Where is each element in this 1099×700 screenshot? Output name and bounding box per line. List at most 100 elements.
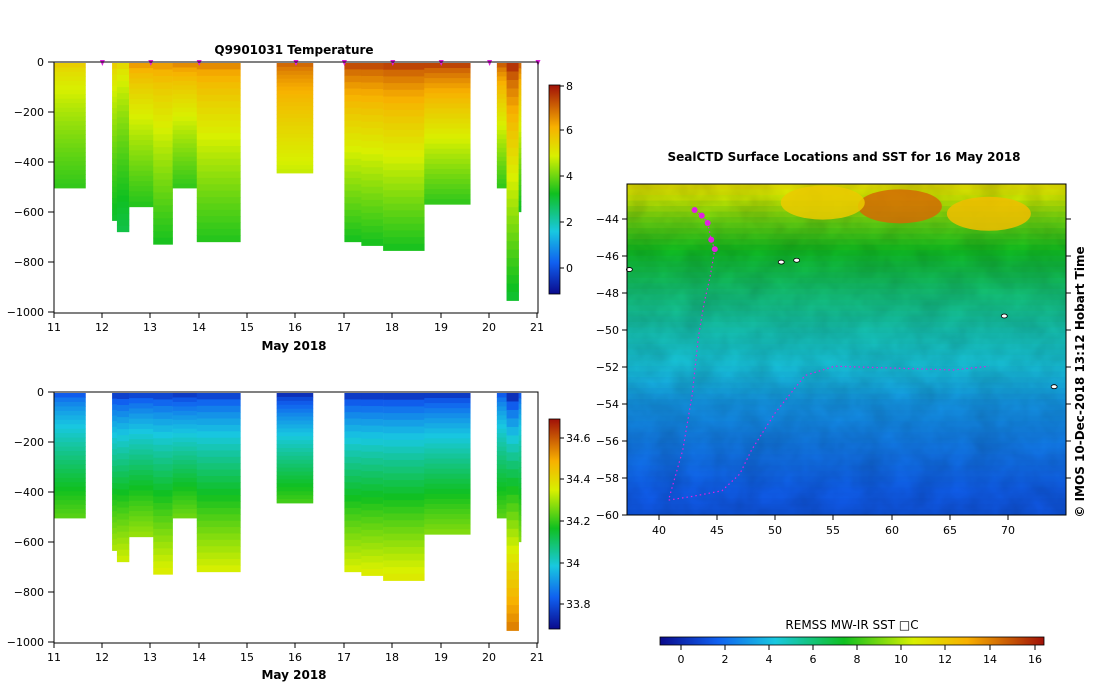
x-tick-label: 11 [47, 651, 61, 664]
profile-cell [172, 152, 198, 158]
profile-cell [496, 442, 507, 447]
profile-cell [496, 415, 507, 421]
profile-column [506, 393, 519, 631]
profile-column [129, 63, 154, 208]
profile-cell [361, 477, 384, 485]
profile-cell [276, 455, 314, 461]
profile-cell [129, 444, 154, 450]
profile-cell [54, 455, 86, 461]
profile-cell [496, 500, 507, 506]
profile-cell [361, 232, 384, 240]
profile-cell [344, 424, 362, 432]
profile-cell [424, 463, 471, 470]
lat-tick-label: −46 [596, 250, 619, 263]
profile-cell [129, 186, 154, 192]
profile-cell [424, 163, 471, 170]
profile-cell [172, 406, 198, 412]
profile-cell [361, 536, 384, 544]
profile-cell [116, 501, 130, 508]
profile-cell [196, 63, 241, 70]
profile-cell [276, 467, 314, 472]
profile-cell [129, 98, 154, 105]
colorbar-tick-label: 33.8 [566, 598, 591, 611]
profile-cell [153, 548, 173, 556]
profile-cell [54, 504, 86, 510]
profile-cell [276, 424, 314, 429]
profile-cell [518, 430, 522, 436]
profile-cell [344, 539, 362, 547]
profile-cell [518, 121, 522, 128]
profile-cell [518, 509, 522, 516]
profile-cell [54, 138, 86, 144]
profile-cell [344, 507, 362, 515]
profile-cell [506, 79, 519, 89]
profile-cell [383, 466, 425, 474]
profile-cell [116, 489, 130, 496]
profile-cell [361, 503, 384, 511]
profile-cell [116, 555, 130, 563]
profile-cell [54, 89, 86, 95]
profile-cell [344, 482, 362, 490]
profile-cell [496, 156, 507, 162]
profile-cell [424, 78, 471, 84]
profile-cell [361, 393, 384, 400]
profile-cell [518, 116, 522, 122]
profile-cell [116, 447, 130, 454]
profile-cell [361, 445, 384, 453]
profile-cell [54, 98, 86, 104]
profile-cell [506, 105, 519, 115]
profile-cell [496, 491, 507, 497]
surface-location-point [704, 220, 711, 227]
profile-cell [129, 150, 154, 156]
profile-cell [196, 514, 241, 522]
profile-cell [496, 473, 507, 479]
profile-cell [129, 480, 154, 486]
profile-cell [196, 424, 241, 432]
profile-cell [116, 393, 130, 400]
profile-cell [172, 112, 198, 117]
profile-cell [344, 514, 362, 522]
profile-cell [424, 503, 471, 510]
profile-cell [344, 450, 362, 458]
profile-cell [383, 506, 425, 514]
profile-cell [496, 165, 507, 171]
profile-cell [506, 96, 519, 106]
profile-cell [196, 82, 241, 89]
profile-cell [496, 397, 507, 403]
surface-location-point [708, 236, 715, 243]
profile-cell [506, 579, 519, 589]
profile-cell [506, 452, 519, 462]
profile-cell [153, 561, 173, 569]
profile-cell [129, 475, 154, 481]
profile-cell [129, 78, 154, 84]
profile-cell [196, 114, 241, 121]
profile-cell [129, 490, 154, 497]
profile-cell [172, 85, 198, 91]
profile-cell [344, 520, 362, 528]
profile-cell [153, 451, 173, 459]
y-tick-label: −800 [14, 256, 44, 269]
profile-cell [112, 136, 118, 143]
profile-cell [383, 183, 425, 191]
profile-cell [383, 540, 425, 548]
profile-cell [361, 212, 384, 220]
profile-cell [116, 171, 130, 178]
profile-cell [116, 189, 130, 196]
profile-column [54, 393, 86, 519]
profile-cell [196, 145, 241, 153]
profile-cell [54, 71, 86, 77]
profile-cell [276, 145, 314, 150]
profile-cell [506, 224, 519, 234]
x-tick-label: 20 [482, 651, 496, 664]
profile-cell [112, 477, 118, 484]
profile-cell [361, 549, 384, 557]
profile-cell [361, 529, 384, 537]
profile-cell [276, 479, 314, 484]
profile-cell [506, 605, 519, 614]
sst-tick-label: 14 [983, 653, 997, 666]
profile-cell [116, 207, 130, 215]
profile-cell [344, 126, 362, 134]
profile-cell [518, 206, 522, 213]
profile-cell [506, 190, 519, 200]
profile-cell [153, 185, 173, 193]
